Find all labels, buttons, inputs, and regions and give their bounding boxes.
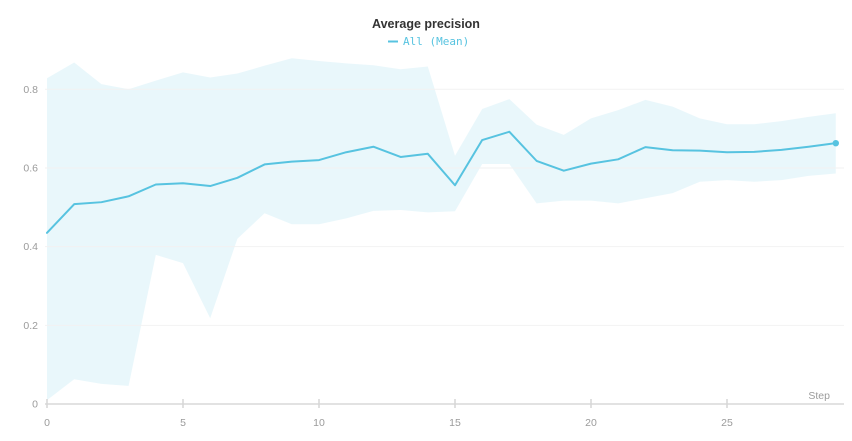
endpoint-marker <box>832 139 839 147</box>
mean-line-series <box>46 130 839 234</box>
y-tick-label: 0.2 <box>23 320 38 332</box>
mean-line <box>46 130 837 234</box>
x-tick-label: 5 <box>180 417 186 429</box>
chart-title: Average precision <box>372 17 480 31</box>
legend-label: All (Mean) <box>403 35 469 48</box>
gridlines <box>45 88 844 326</box>
x-tick-label: 15 <box>449 417 461 429</box>
y-tick-label: 0.8 <box>23 84 38 96</box>
y-tick-label: 0 <box>32 399 38 411</box>
x-tick-label: 25 <box>721 417 733 429</box>
x-axis-title: Step <box>808 390 830 402</box>
x-axis <box>45 399 844 408</box>
x-tick-label: 0 <box>44 417 50 429</box>
legend-item-all-mean[interactable]: All (Mean) <box>388 35 469 48</box>
y-tick-label: 0.4 <box>23 241 38 253</box>
x-tick-labels: 0 5 10 15 20 25 <box>44 417 733 429</box>
confidence-band-area <box>47 58 836 401</box>
x-tick-label: 10 <box>313 417 325 429</box>
y-tick-labels: 0 0.2 0.4 0.6 0.8 <box>23 84 38 411</box>
x-tick-label: 20 <box>585 417 597 429</box>
y-tick-label: 0.6 <box>23 162 38 174</box>
confidence-band <box>47 58 836 401</box>
